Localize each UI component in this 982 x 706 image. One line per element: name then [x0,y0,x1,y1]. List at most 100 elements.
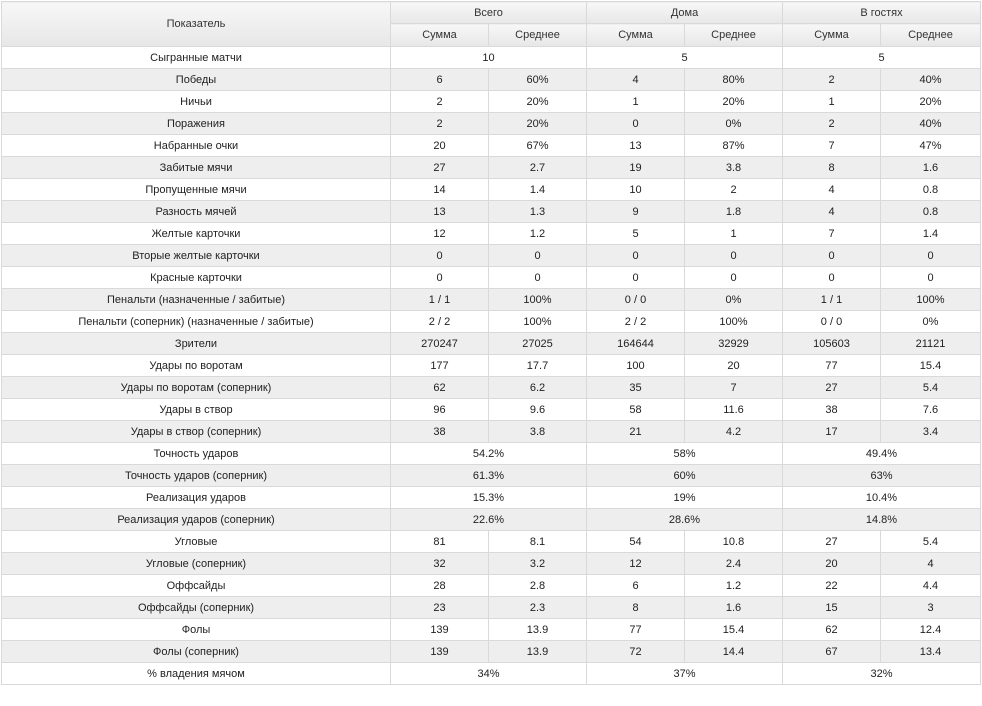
table-body: Сыгранные матчи 10 5 5 Победы 6 60% 4 80% 2 40% Нич… [1,46,981,685]
average-value-cell: 1.2 [684,574,783,597]
average-value-cell: 100% [488,288,587,311]
merged-value-cell: 10.4% [782,486,981,509]
merged-value-cell: 28.6% [586,508,783,531]
sum-value-cell: 14 [390,178,489,201]
sum-value-cell: 0 [782,266,881,289]
average-value-cell: 67% [488,134,587,157]
table-row: Зрители 270247 27025 164644 32929 105603 21121 [1,332,981,355]
sum-value-cell: 164644 [586,332,685,355]
average-value-cell: 80% [684,68,783,91]
average-value-cell: 4.4 [880,574,981,597]
sub-header-avg-away[interactable]: Среднее [880,23,981,47]
merged-value-cell: 5 [782,46,981,69]
average-value-cell: 20 [684,354,783,377]
sub-header-avg-home[interactable]: Среднее [684,23,783,47]
table-row: Ничьи 2 20% 1 20% 1 20% [1,90,981,113]
sum-value-cell: 4 [782,200,881,223]
sum-value-cell: 20 [390,134,489,157]
row-label: Победы [1,68,391,91]
sum-value-cell: 1 [782,90,881,113]
sum-value-cell: 6 [390,68,489,91]
row-label: Удары в створ (соперник) [1,420,391,443]
average-value-cell: 100% [880,288,981,311]
average-value-cell: 40% [880,112,981,135]
header-row-subcolumns: Сумма Среднее Сумма Среднее Сумма Средне… [2,23,981,47]
row-label: Точность ударов [1,442,391,465]
sum-value-cell: 96 [390,398,489,421]
average-value-cell: 2.8 [488,574,587,597]
average-value-cell: 12.4 [880,618,981,641]
merged-value-cell: 19% [586,486,783,509]
sum-value-cell: 2 / 2 [586,310,685,333]
row-label: Реализация ударов (соперник) [1,508,391,531]
table-row: Оффсайды (соперник) 23 2.3 8 1.6 15 3 [1,596,981,619]
table-row: Пенальти (назначенные / забитые) 1 / 1 100… [1,288,981,311]
merged-value-cell: 32% [782,662,981,685]
row-label: Оффсайды (соперник) [1,596,391,619]
sum-value-cell: 35 [586,376,685,399]
sub-header-sum-home[interactable]: Сумма [586,23,685,47]
merged-value-cell: 5 [586,46,783,69]
sum-value-cell: 81 [390,530,489,553]
sum-value-cell: 8 [782,156,881,179]
sum-value-cell: 17 [782,420,881,443]
average-value-cell: 1.6 [880,156,981,179]
average-value-cell: 0 [684,266,783,289]
average-value-cell: 0% [880,310,981,333]
row-label: Забитые мячи [1,156,391,179]
group-header-home[interactable]: Дома [586,1,783,24]
average-value-cell: 60% [488,68,587,91]
row-label: Удары по воротам (соперник) [1,376,391,399]
average-value-cell: 0% [684,288,783,311]
average-value-cell: 15.4 [880,354,981,377]
average-value-cell: 0.8 [880,200,981,223]
table-row: Удары по воротам (соперник) 62 6.2 35 7 27 5.4 [1,376,981,399]
row-label: Реализация ударов [1,486,391,509]
table-row: Оффсайды 28 2.8 6 1.2 22 4.4 [1,574,981,597]
average-value-cell: 7.6 [880,398,981,421]
sum-value-cell: 62 [390,376,489,399]
table-row: Фолы 139 13.9 77 15.4 62 12.4 [1,618,981,641]
sum-value-cell: 27 [782,530,881,553]
average-value-cell: 27025 [488,332,587,355]
average-value-cell: 7 [684,376,783,399]
sum-value-cell: 0 [390,244,489,267]
row-label: Вторые желтые карточки [1,244,391,267]
average-value-cell: 2 [684,178,783,201]
row-label: Разность мячей [1,200,391,223]
sum-value-cell: 21 [586,420,685,443]
sub-header-avg-total[interactable]: Среднее [488,23,587,47]
group-header-away[interactable]: В гостях [782,1,981,24]
header-row-groups: Показатель Всего Дома В гостях [1,1,981,47]
table-row: Угловые (соперник) 32 3.2 12 2.4 20 4 [1,552,981,575]
row-label: Красные карточки [1,266,391,289]
sub-header-sum-away[interactable]: Сумма [782,23,881,47]
table-row: Точность ударов 54.2% 58% 49.4% [1,442,981,465]
row-label: Пенальти (соперник) (назначенные / забит… [1,310,391,333]
average-value-cell: 0% [684,112,783,135]
table-row: Желтые карточки 12 1.2 5 1 7 1.4 [1,222,981,245]
table-row: Набранные очки 20 67% 13 87% 7 47% [1,134,981,157]
sum-value-cell: 19 [586,156,685,179]
sum-value-cell: 8 [586,596,685,619]
sub-header-sum-total[interactable]: Сумма [390,23,489,47]
row-label: Пенальти (назначенные / забитые) [1,288,391,311]
merged-value-cell: 37% [586,662,783,685]
average-value-cell: 21121 [880,332,981,355]
sum-value-cell: 67 [782,640,881,663]
sum-value-cell: 38 [782,398,881,421]
row-label: Угловые (соперник) [1,552,391,575]
table-row: Угловые 81 8.1 54 10.8 27 5.4 [1,530,981,553]
average-value-cell: 11.6 [684,398,783,421]
average-value-cell: 13.9 [488,618,587,641]
sum-value-cell: 6 [586,574,685,597]
indicator-column-header[interactable]: Показатель [1,1,391,47]
group-header-total[interactable]: Всего [390,1,587,24]
average-value-cell: 3.2 [488,552,587,575]
sum-value-cell: 27 [782,376,881,399]
sum-value-cell: 12 [390,222,489,245]
table-row: Забитые мячи 27 2.7 19 3.8 8 1.6 [1,156,981,179]
average-value-cell: 0.8 [880,178,981,201]
row-label: Удары в створ [1,398,391,421]
sum-value-cell: 0 [782,244,881,267]
